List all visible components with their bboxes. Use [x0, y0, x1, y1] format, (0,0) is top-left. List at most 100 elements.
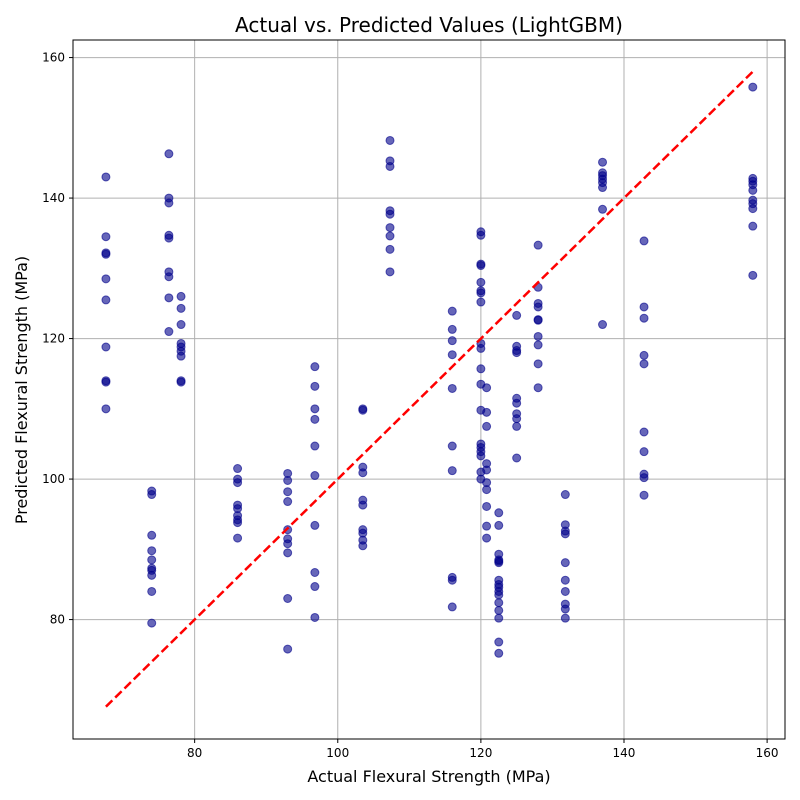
y-tick-label: 100 — [42, 472, 65, 486]
data-point — [147, 586, 157, 596]
data-point — [101, 295, 111, 305]
data-point — [358, 468, 368, 478]
data-point — [482, 485, 492, 495]
data-point — [748, 221, 758, 231]
data-point — [385, 209, 395, 219]
data-point — [385, 223, 395, 233]
data-point — [512, 348, 522, 358]
plot-frame — [72, 39, 786, 740]
data-point — [482, 533, 492, 543]
data-point — [494, 648, 504, 658]
data-point — [560, 613, 570, 623]
data-point — [164, 293, 174, 303]
data-point — [447, 306, 457, 316]
data-point — [476, 261, 486, 271]
data-point — [310, 582, 320, 592]
data-point — [598, 320, 608, 330]
data-point — [494, 613, 504, 623]
data-point — [447, 466, 457, 476]
data-point — [447, 575, 457, 585]
data-point — [310, 404, 320, 414]
data-point — [447, 441, 457, 451]
data-point — [476, 277, 486, 287]
data-point — [476, 364, 486, 374]
data-points — [101, 82, 758, 658]
data-point — [385, 231, 395, 241]
data-point — [476, 451, 486, 461]
data-point — [476, 297, 486, 307]
data-point — [283, 487, 293, 497]
data-point — [385, 161, 395, 171]
data-point — [233, 533, 243, 543]
data-point — [512, 398, 522, 408]
data-point — [283, 593, 293, 603]
data-point — [147, 570, 157, 580]
data-point — [639, 359, 649, 369]
data-point — [560, 604, 570, 614]
data-point — [533, 240, 543, 250]
data-point — [482, 465, 492, 475]
data-point — [176, 303, 186, 313]
data-point — [476, 343, 486, 353]
y-axis-label: Predicted Flexural Strength (MPa) — [12, 256, 31, 524]
x-axis-label: Actual Flexural Strength (MPa) — [307, 767, 550, 786]
data-point — [748, 270, 758, 280]
data-point — [482, 521, 492, 531]
data-point — [164, 272, 174, 282]
data-point — [533, 359, 543, 369]
data-point — [233, 518, 243, 528]
data-point — [447, 383, 457, 393]
data-point — [598, 183, 608, 193]
data-point — [101, 274, 111, 284]
data-point — [447, 324, 457, 334]
data-point — [598, 204, 608, 214]
data-point — [310, 381, 320, 391]
y-tick-label: 120 — [42, 332, 65, 346]
data-point — [748, 82, 758, 92]
chart-title: Actual vs. Predicted Values (LightGBM) — [235, 13, 623, 37]
data-point — [639, 473, 649, 483]
data-point — [476, 230, 486, 240]
data-point — [283, 475, 293, 485]
data-point — [560, 490, 570, 500]
data-point — [147, 490, 157, 500]
data-point — [447, 602, 457, 612]
data-point — [598, 157, 608, 167]
data-point — [560, 529, 570, 539]
x-tick-label: 160 — [756, 746, 779, 760]
data-point — [512, 421, 522, 431]
x-tick-label: 120 — [469, 746, 492, 760]
data-point — [147, 546, 157, 556]
data-point — [560, 586, 570, 596]
data-point — [533, 331, 543, 341]
grid — [73, 40, 785, 739]
data-point — [310, 362, 320, 372]
data-point — [482, 383, 492, 393]
data-point — [533, 383, 543, 393]
data-point — [639, 490, 649, 500]
data-point — [533, 315, 543, 325]
data-point — [639, 302, 649, 312]
data-point — [101, 249, 111, 259]
data-point — [147, 555, 157, 565]
data-point — [310, 612, 320, 622]
y-tick-label: 140 — [42, 191, 65, 205]
data-point — [164, 327, 174, 337]
data-point — [494, 605, 504, 615]
data-point — [176, 291, 186, 301]
data-point — [358, 500, 368, 510]
data-point — [310, 520, 320, 530]
data-point — [494, 556, 504, 566]
data-point — [447, 350, 457, 360]
data-point — [310, 441, 320, 451]
data-point — [482, 407, 492, 417]
reference-line — [105, 70, 754, 708]
data-point — [494, 590, 504, 600]
data-point — [560, 558, 570, 568]
data-point — [748, 185, 758, 195]
data-point — [101, 342, 111, 352]
data-point — [283, 644, 293, 654]
data-point — [639, 350, 649, 360]
data-point — [639, 236, 649, 246]
